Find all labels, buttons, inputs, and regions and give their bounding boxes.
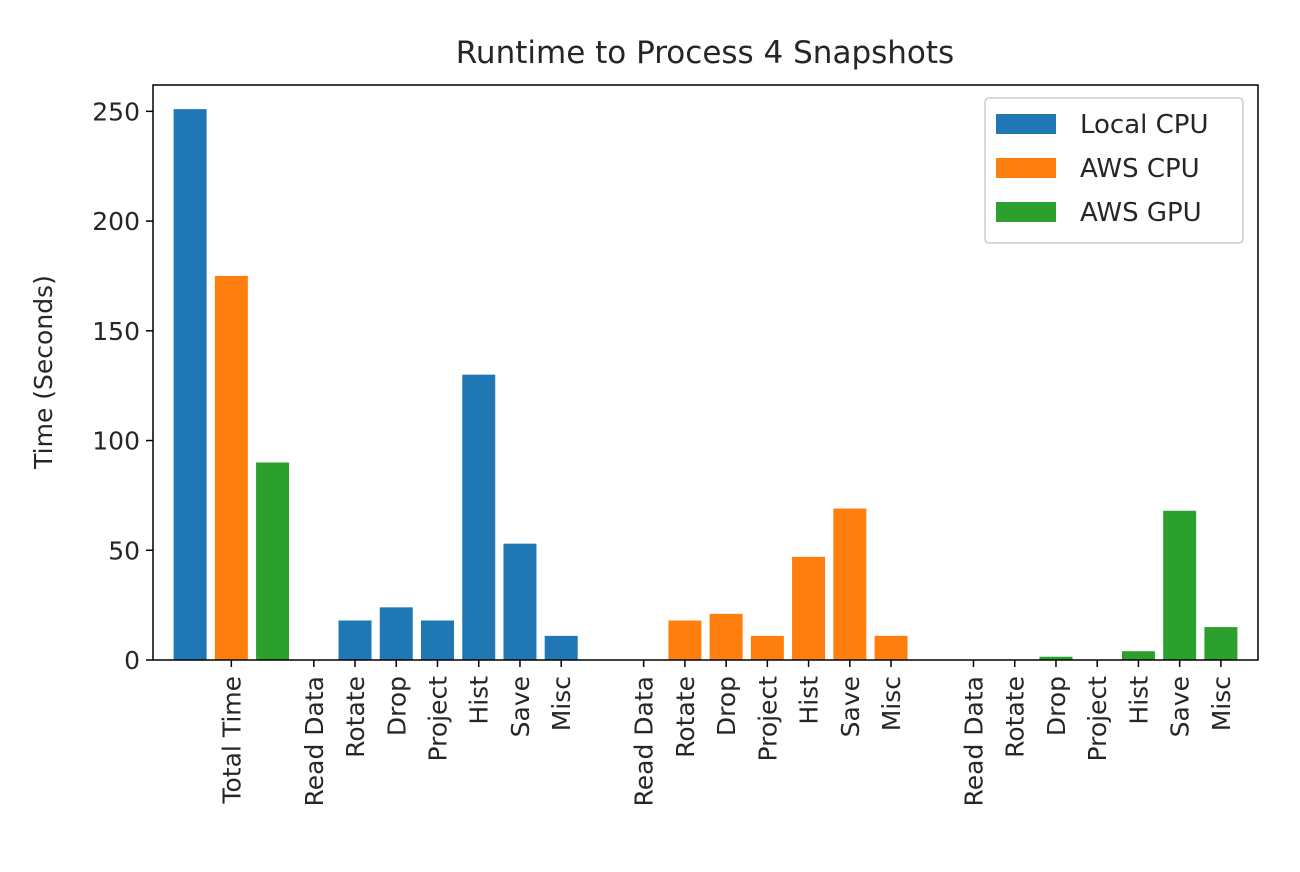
legend-swatch bbox=[996, 114, 1056, 134]
y-tick-label: 150 bbox=[92, 317, 140, 346]
bar-local-cpu-project bbox=[421, 620, 454, 660]
bar-local-cpu-hist bbox=[462, 374, 496, 660]
legend-label: AWS GPU bbox=[1080, 198, 1202, 228]
y-tick-label: 50 bbox=[108, 536, 140, 565]
legend-swatch bbox=[996, 202, 1056, 222]
bar-local-cpu-drop bbox=[379, 607, 413, 660]
x-tick-label: Save bbox=[836, 676, 865, 737]
x-tick-label: Project bbox=[424, 676, 453, 762]
x-tick-label: Drop bbox=[1042, 676, 1071, 736]
y-tick-label: 100 bbox=[92, 427, 140, 456]
x-tick-label: Drop bbox=[712, 676, 741, 736]
x-tick-label: Hist bbox=[465, 676, 494, 725]
bar-local-cpu-misc bbox=[544, 635, 578, 660]
axis-ticks: 0 50 100 150 200 250 Total Time Read Data Rotate… bbox=[92, 97, 1236, 806]
bar-aws-cpu-project bbox=[750, 635, 784, 660]
x-tick-label: Rotate bbox=[1001, 676, 1030, 758]
plot-frame bbox=[152, 84, 1259, 661]
bar-aws-gpu-misc bbox=[1204, 627, 1238, 660]
x-tick-label: Rotate bbox=[341, 676, 370, 758]
bar-aws-cpu-hist bbox=[792, 556, 826, 660]
x-tick-label: Misc bbox=[877, 676, 906, 731]
x-tick-label: Total Time bbox=[217, 676, 246, 805]
y-tick-label: 250 bbox=[92, 97, 140, 126]
bar-aws-cpu-save bbox=[833, 508, 867, 660]
bar-aws-cpu-rotate bbox=[668, 620, 702, 660]
bar-local-cpu-total-time bbox=[173, 109, 207, 660]
bar-local-cpu-rotate bbox=[338, 620, 372, 660]
bar-aws-cpu-total-time bbox=[214, 275, 248, 660]
x-tick-label: Read Data bbox=[630, 676, 659, 806]
x-tick-label: Hist bbox=[795, 676, 824, 725]
x-tick-label: Save bbox=[506, 676, 535, 737]
legend-label: AWS CPU bbox=[1080, 154, 1200, 184]
x-tick-label: Project bbox=[753, 676, 782, 762]
bar-aws-gpu-save bbox=[1163, 510, 1197, 660]
x-tick-label: Misc bbox=[1207, 676, 1236, 731]
bars bbox=[173, 109, 1238, 660]
y-tick-label: 0 bbox=[124, 646, 140, 675]
bar-aws-cpu-drop bbox=[709, 613, 743, 660]
x-tick-label: Save bbox=[1166, 676, 1195, 737]
x-tick-label: Rotate bbox=[671, 676, 700, 758]
bar-aws-gpu-total-time bbox=[256, 462, 290, 660]
chart-title: Runtime to Process 4 Snapshots bbox=[456, 35, 954, 71]
legend: Local CPU AWS CPU AWS GPU bbox=[984, 97, 1244, 244]
legend-swatch bbox=[996, 158, 1056, 178]
y-axis-label: Time (Seconds) bbox=[29, 275, 58, 470]
bar-aws-gpu-drop bbox=[1039, 656, 1073, 660]
bar-aws-gpu-hist bbox=[1121, 651, 1155, 660]
x-tick-label: Read Data bbox=[300, 676, 329, 806]
y-tick-label: 200 bbox=[92, 207, 140, 236]
x-tick-label: Drop bbox=[382, 676, 411, 736]
x-tick-label: Misc bbox=[547, 676, 576, 731]
x-tick-label: Hist bbox=[1124, 676, 1153, 725]
x-tick-label: Read Data bbox=[960, 676, 989, 806]
bar-aws-cpu-misc bbox=[874, 635, 908, 660]
bar-local-cpu-save bbox=[503, 543, 537, 660]
legend-label: Local CPU bbox=[1080, 110, 1209, 140]
x-tick-label: Project bbox=[1083, 676, 1112, 762]
